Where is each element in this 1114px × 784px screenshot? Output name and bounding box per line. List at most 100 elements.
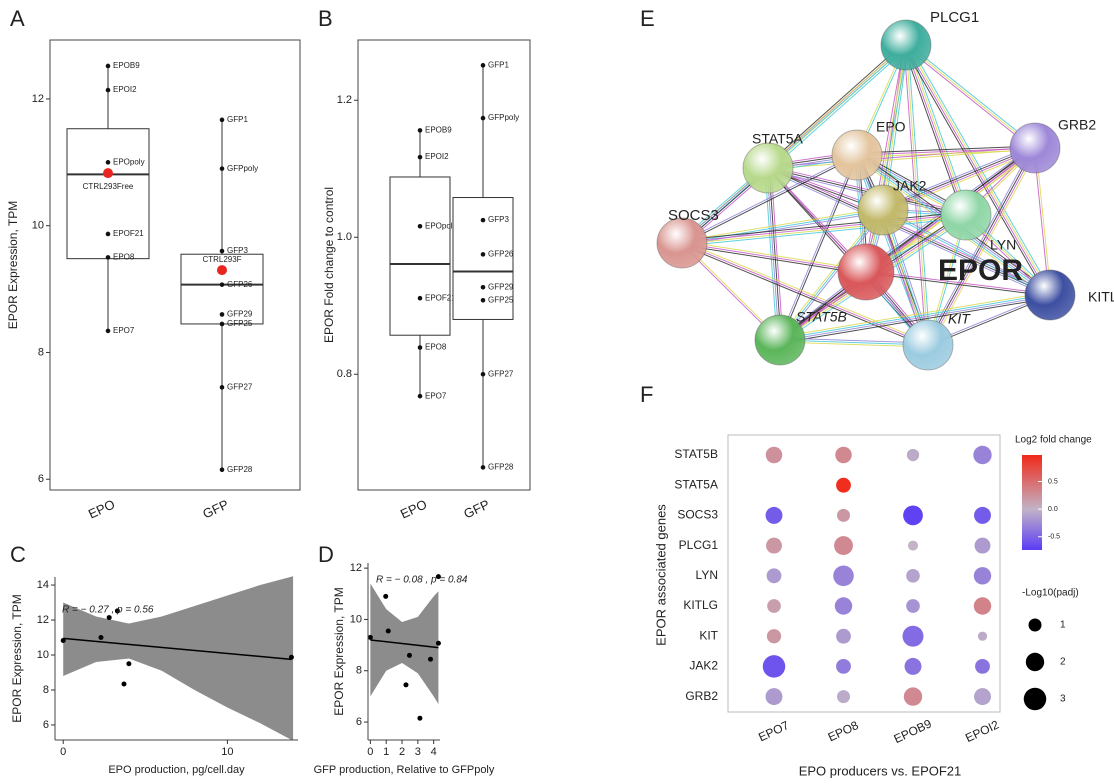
dot bbox=[904, 657, 922, 675]
data-point bbox=[417, 154, 423, 160]
edge bbox=[681, 209, 884, 244]
point-label: GFPpoly bbox=[227, 164, 258, 173]
data-point bbox=[219, 467, 225, 473]
data-point bbox=[480, 252, 486, 257]
y-tick-label: KIT bbox=[699, 628, 718, 642]
dot bbox=[766, 537, 782, 554]
data-point bbox=[417, 224, 423, 229]
point-label: GFP27 bbox=[488, 369, 514, 378]
panel-letter: D bbox=[318, 542, 334, 567]
node bbox=[902, 319, 954, 371]
node bbox=[940, 189, 992, 241]
x-axis-title: EPO producers vs. EPOF21 bbox=[799, 763, 962, 778]
y-tick-label: 6 bbox=[43, 719, 49, 731]
edge bbox=[780, 297, 1051, 344]
edge bbox=[903, 45, 927, 346]
data-point bbox=[114, 608, 120, 614]
x-tick-label: EPOB9 bbox=[892, 716, 934, 746]
dot bbox=[906, 568, 920, 583]
data-point bbox=[480, 371, 486, 377]
x-tick-label: EPO8 bbox=[826, 718, 861, 744]
legend-tick-label: 0.0 bbox=[1048, 506, 1058, 513]
edge bbox=[778, 208, 882, 340]
edge bbox=[880, 44, 905, 210]
y-tick-label: STAT5B bbox=[674, 447, 718, 461]
edge bbox=[867, 45, 909, 273]
data-point bbox=[417, 393, 423, 399]
legend-dot bbox=[1025, 652, 1045, 672]
panel-letter: E bbox=[640, 6, 655, 31]
data-point bbox=[219, 321, 225, 327]
data-point bbox=[385, 628, 391, 634]
x-tick-label: GFP bbox=[461, 497, 492, 522]
edge bbox=[767, 167, 1051, 296]
data-point bbox=[126, 661, 132, 667]
edge bbox=[682, 215, 967, 245]
point-label: EPOpoly bbox=[425, 221, 457, 230]
data-point bbox=[105, 328, 111, 334]
point-label: EPO7 bbox=[113, 326, 135, 335]
point-label: GFP25 bbox=[227, 319, 253, 328]
edge bbox=[781, 210, 885, 342]
y-axis-title: EPOR Expression, TPM bbox=[10, 594, 24, 722]
y-tick-label: GRB2 bbox=[685, 689, 718, 703]
dot bbox=[765, 506, 783, 524]
x-tick-label: EPO7 bbox=[756, 718, 791, 744]
dot bbox=[767, 599, 781, 613]
x-tick-label: 0 bbox=[367, 746, 373, 758]
point-label: GFP28 bbox=[227, 465, 253, 474]
x-axis-title: EPO production, pg/cell.day bbox=[108, 764, 245, 776]
dot bbox=[836, 477, 851, 493]
dot bbox=[974, 688, 991, 706]
point-label: CTRL293Free bbox=[83, 182, 134, 191]
data-point bbox=[480, 297, 486, 303]
edge bbox=[681, 211, 966, 241]
y-axis-title: EPOR Expression, TPM bbox=[332, 587, 346, 715]
dot bbox=[974, 506, 991, 524]
plot-frame bbox=[357, 39, 531, 491]
edge bbox=[767, 146, 1035, 168]
panel-letter: B bbox=[318, 6, 333, 31]
box bbox=[66, 128, 150, 260]
edge bbox=[681, 242, 867, 273]
node-label: KITLG bbox=[1088, 289, 1114, 305]
edge bbox=[682, 211, 884, 246]
point-label: GFP29 bbox=[227, 310, 253, 319]
y-tick-label: 10 bbox=[32, 220, 44, 232]
point-label: GFP1 bbox=[227, 115, 248, 124]
data-point bbox=[417, 345, 423, 350]
edge bbox=[906, 43, 1037, 147]
panel-letter: C bbox=[10, 542, 26, 567]
legend-dot bbox=[1028, 618, 1042, 632]
edge bbox=[682, 217, 967, 247]
y-tick-label: 8 bbox=[43, 684, 49, 696]
y-tick-label: STAT5A bbox=[674, 477, 718, 491]
legend-title: -Log10(padj) bbox=[1022, 588, 1079, 599]
edge bbox=[904, 46, 1035, 150]
edge bbox=[907, 44, 931, 345]
point-label: GFP27 bbox=[227, 382, 253, 391]
edge bbox=[882, 210, 1050, 297]
edge bbox=[682, 240, 929, 344]
legend-title: Log2 fold change bbox=[1015, 435, 1092, 446]
node-label: JAK2 bbox=[893, 178, 927, 194]
node-label: PLCG1 bbox=[930, 9, 979, 26]
node bbox=[742, 142, 794, 194]
edge bbox=[883, 148, 1036, 212]
y-tick-label: LYN bbox=[696, 568, 718, 582]
point-label: CTRL293F bbox=[202, 255, 241, 264]
edge bbox=[884, 45, 909, 211]
point-label: GFP3 bbox=[227, 246, 248, 255]
point-label: GFP25 bbox=[488, 295, 514, 304]
y-tick-label: PLCG1 bbox=[679, 538, 719, 552]
y-tick-label: 1.2 bbox=[337, 94, 352, 106]
edge bbox=[883, 150, 1037, 214]
dot bbox=[835, 446, 852, 464]
y-axis-title: EPOR Fold change to control bbox=[322, 187, 336, 343]
data-point bbox=[219, 166, 225, 171]
point-label: GFP1 bbox=[488, 60, 509, 69]
data-point bbox=[417, 295, 423, 301]
x-tick-label: 4 bbox=[431, 746, 437, 758]
data-point bbox=[103, 168, 113, 179]
